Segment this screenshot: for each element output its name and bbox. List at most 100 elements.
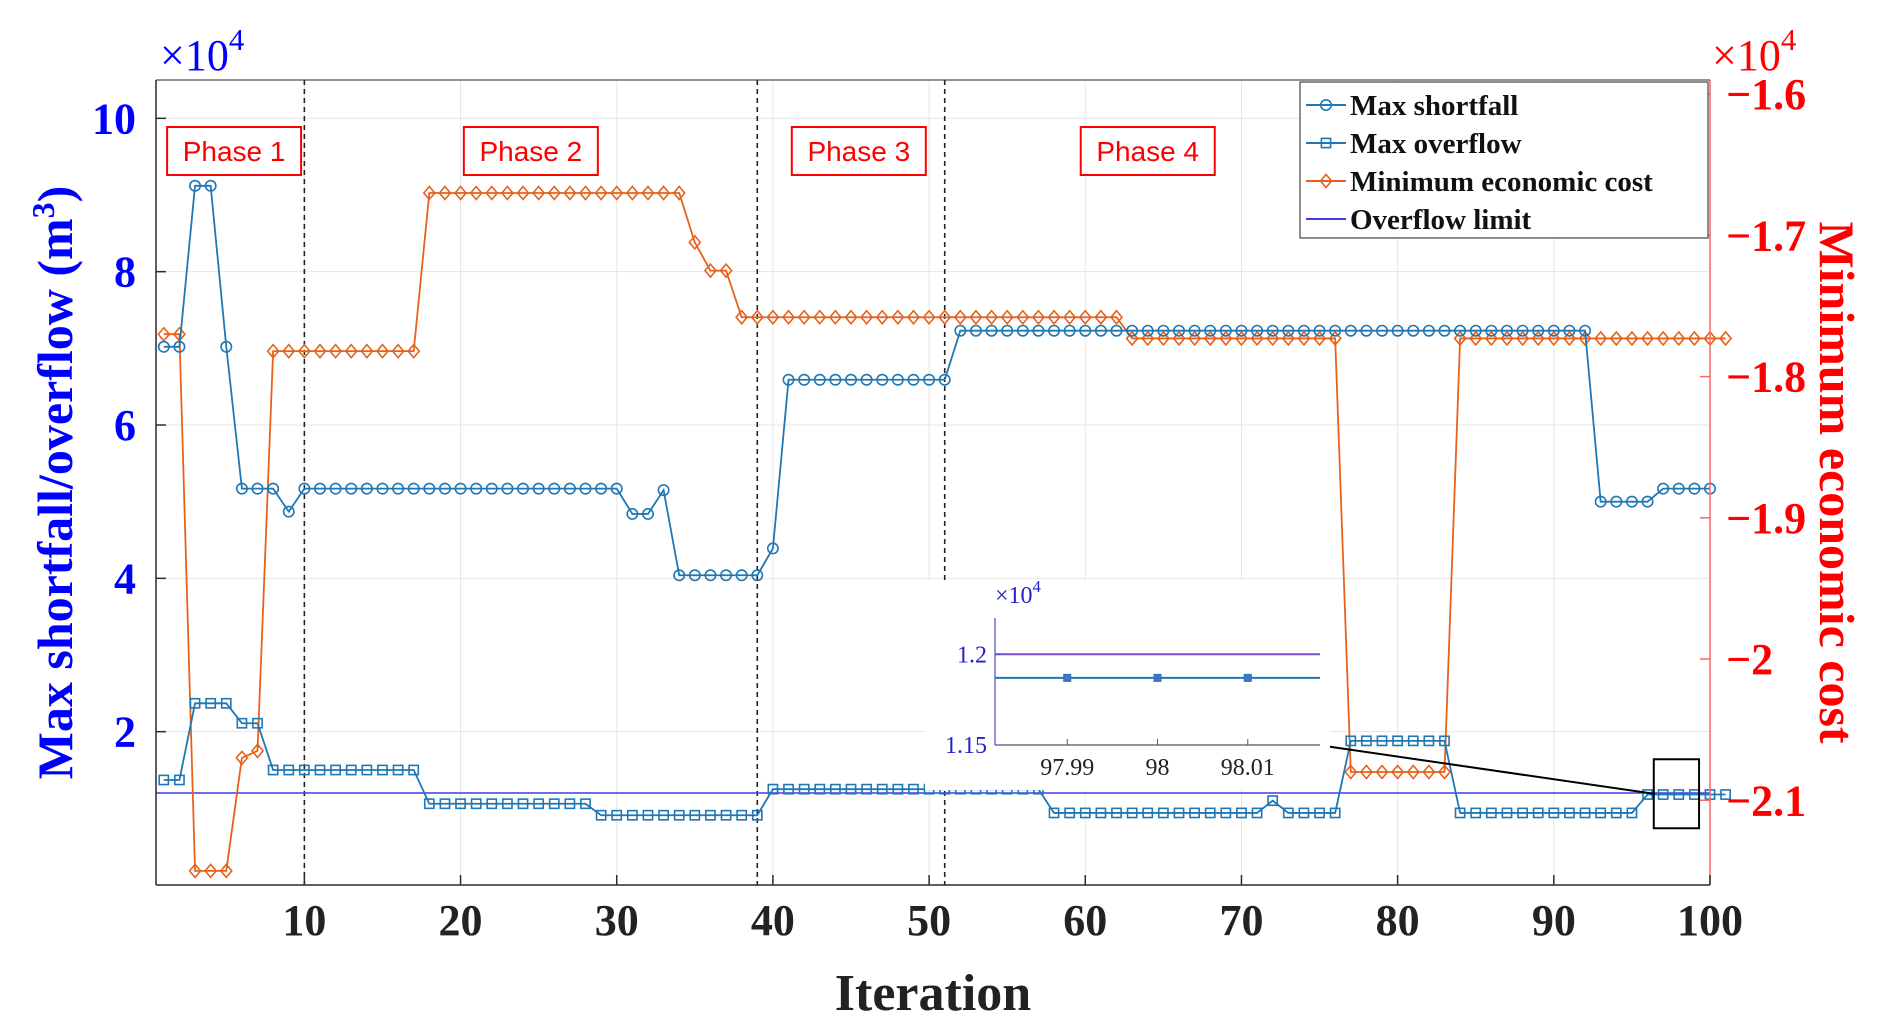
y-left-tick-label: 8 [114, 248, 136, 297]
economic-cost-point [860, 309, 874, 326]
economic-cost-point [1469, 330, 1483, 347]
economic-cost-point [1203, 330, 1217, 347]
economic-cost-point [875, 309, 889, 326]
economic-cost-point [1531, 330, 1545, 347]
max-shortfall-point [860, 373, 873, 386]
max-shortfall-point [969, 324, 982, 337]
max-overflow-point [236, 717, 248, 729]
economic-cost-point [204, 863, 218, 879]
economic-cost-point [1500, 330, 1514, 347]
phase-dividers [303, 80, 946, 885]
max-shortfall-point [1516, 324, 1529, 337]
inset-marker [1153, 673, 1162, 682]
phase-label: Phase 4 [1096, 136, 1199, 167]
max-overflow-point [767, 783, 779, 795]
max-shortfall-point [173, 340, 186, 353]
economic-cost-point [985, 309, 999, 326]
economic-cost-point [1250, 330, 1264, 347]
max-shortfall-point [501, 482, 514, 495]
max-overflow-point [892, 783, 904, 795]
max-shortfall-point [532, 482, 545, 495]
economic-cost-point [563, 185, 577, 201]
y-right-axis-title: Minimum economic cost [1809, 221, 1865, 743]
right-multiplier: ×104 [1712, 23, 1796, 80]
max-shortfall-point [891, 373, 904, 386]
max-shortfall-point [485, 482, 498, 495]
max-overflow-point [1517, 807, 1528, 819]
max-shortfall-point [1219, 324, 1232, 337]
max-shortfall-point [1547, 324, 1560, 337]
max-shortfall-point [845, 373, 858, 386]
max-overflow-point [1485, 807, 1497, 819]
max-shortfall-point [1641, 495, 1654, 508]
economic-cost-point [1391, 764, 1405, 780]
max-overflow-point [1657, 789, 1669, 800]
max-overflow-point [580, 798, 591, 810]
max-shortfall-point [1235, 324, 1248, 337]
max-overflow-point [658, 809, 669, 821]
max-overflow-point [1454, 807, 1466, 819]
max-overflow-point [158, 774, 170, 786]
y-right-tick-label: −1.9 [1726, 494, 1806, 543]
max-overflow-point [1548, 807, 1560, 819]
max-overflow-point [564, 798, 576, 810]
max-shortfall-point [1282, 324, 1295, 337]
economic-cost-point [610, 185, 624, 201]
max-shortfall-point [1157, 324, 1170, 337]
economic-cost-point [360, 343, 374, 359]
max-overflow-point [298, 764, 310, 776]
max-overflow-point [1142, 807, 1154, 819]
economic-cost-point [1437, 764, 1452, 780]
max-overflow-point [1392, 735, 1404, 747]
economic-cost-point [454, 185, 468, 201]
max-overflow-point [1282, 807, 1294, 819]
max-overflow-point [689, 809, 701, 821]
max-shortfall-point [907, 373, 920, 386]
economic-cost-point [1328, 330, 1342, 347]
phase-box [166, 126, 303, 176]
max-shortfall-point [1469, 324, 1482, 337]
economic-cost-point [969, 309, 983, 326]
max-shortfall-point [1500, 324, 1513, 337]
max-shortfall-point [1329, 324, 1342, 337]
max-shortfall-point [1532, 324, 1545, 337]
economic-cost-point [1406, 764, 1420, 780]
economic-cost-point [1562, 330, 1576, 347]
y-left-tick-label: 2 [114, 708, 136, 757]
max-overflow-point [1298, 807, 1310, 819]
max-shortfall-point [688, 569, 701, 582]
inset-y-tick-label: 1.15 [945, 733, 987, 759]
max-shortfall-point [1438, 324, 1451, 337]
left-multiplier: ×104 [160, 23, 244, 80]
economic-cost-point [703, 262, 717, 279]
max-shortfall-point [1391, 324, 1404, 337]
economic-cost-point [735, 309, 749, 326]
max-overflow-point [1251, 807, 1263, 819]
max-shortfall-point [1001, 324, 1014, 337]
series-line [163, 184, 1710, 577]
economic-cost-point [1422, 764, 1436, 780]
max-shortfall-point [1422, 324, 1435, 337]
max-shortfall-point [329, 482, 342, 495]
max-overflow-point [1079, 807, 1091, 819]
economic-cost-point [219, 863, 233, 879]
max-shortfall-point [1016, 324, 1029, 337]
max-shortfall-point [641, 507, 654, 520]
max-shortfall-point [595, 482, 608, 495]
economic-cost-point [1672, 330, 1686, 347]
max-shortfall-point [282, 505, 295, 518]
inset-plot: 97.99 98 98.011.151.2×104 [925, 577, 1330, 790]
max-shortfall-point [1657, 482, 1670, 495]
max-overflow-point [1157, 807, 1169, 819]
x-axis-title: Iteration [835, 965, 1031, 1022]
max-shortfall-point [438, 482, 451, 495]
max-overflow-point [377, 764, 388, 776]
economic-cost-point [1640, 330, 1655, 347]
inset-x-tick-label: 97.99 [1040, 755, 1094, 781]
max-overflow-point [345, 764, 357, 776]
legend-box [1299, 81, 1709, 239]
max-overflow-point [1564, 807, 1575, 819]
economic-cost-point [1687, 330, 1701, 347]
economic-cost-point [344, 343, 358, 359]
max-overflow-point [1626, 807, 1638, 819]
